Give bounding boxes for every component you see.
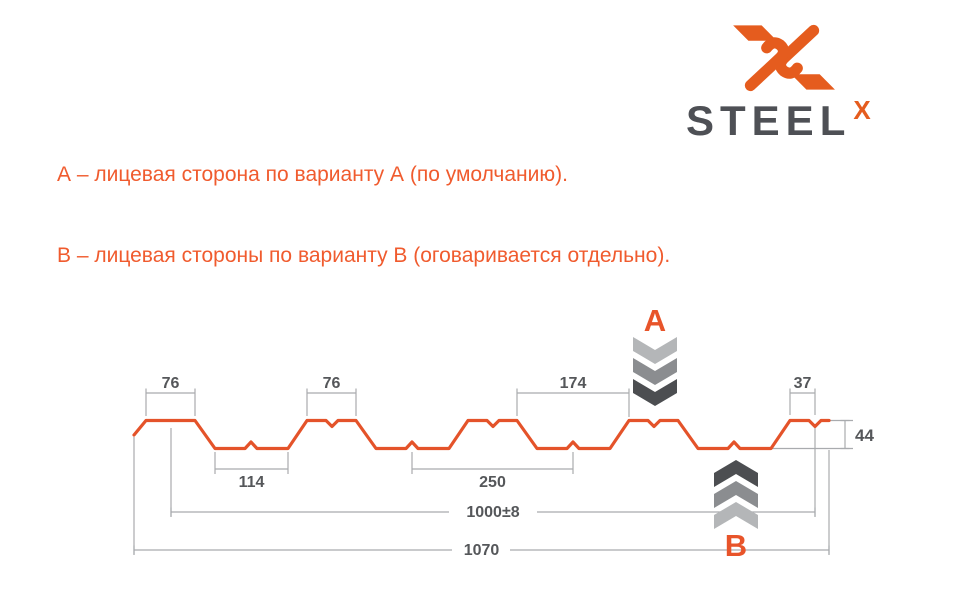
dim-covering-width-1000: 1000±8 bbox=[170, 424, 816, 522]
logo-wordmark: STEELX bbox=[686, 95, 871, 144]
logo-brand: STEEL bbox=[686, 97, 852, 144]
chevron-down-icon bbox=[633, 379, 677, 406]
marker-a: A bbox=[633, 303, 677, 406]
dim-height-44: 44 bbox=[771, 419, 874, 450]
dim-crest1-76: 76 bbox=[145, 375, 196, 416]
logo-hook-lower bbox=[744, 37, 790, 92]
chevron-up-icon bbox=[714, 460, 758, 487]
marker-b: B bbox=[714, 460, 758, 563]
dim-label-174: 174 bbox=[560, 375, 587, 392]
logo-arm-bottom-right bbox=[791, 74, 835, 90]
dim-label-1000: 1000±8 bbox=[466, 504, 519, 521]
dim-label-44: 44 bbox=[855, 426, 874, 445]
marker-b-letter: B bbox=[725, 528, 747, 563]
marker-a-letter: A bbox=[644, 303, 666, 338]
dim-overall-width-1070: 1070 bbox=[133, 437, 830, 560]
sheet-profile-outline bbox=[132, 418, 831, 451]
dim-label-114: 114 bbox=[239, 474, 265, 491]
note-variant-a: А – лицевая сторона по варианту А (по ум… bbox=[57, 163, 568, 186]
dim-crest-gap-174: 174 bbox=[516, 375, 630, 417]
logo-arm-top-left bbox=[733, 25, 777, 41]
dim-label-37: 37 bbox=[794, 375, 812, 392]
dim-label-250: 250 bbox=[479, 474, 506, 491]
dim-label-1070: 1070 bbox=[464, 542, 500, 559]
logo-superscript-x: X bbox=[853, 95, 871, 125]
chevron-up-icon bbox=[714, 502, 758, 529]
steelx-logo-icon bbox=[733, 24, 835, 92]
dim-end-crest-37: 37 bbox=[789, 375, 816, 415]
dim-valley-114: 114 bbox=[214, 452, 289, 491]
note-variant-b: В – лицевая стороны по варианту В (огова… bbox=[57, 244, 671, 267]
dim-crest2-76: 76 bbox=[306, 375, 357, 416]
dim-rib-pitch-250: 250 bbox=[411, 452, 574, 491]
dim-label-76-2: 76 bbox=[323, 375, 341, 392]
chevron-down-icon bbox=[633, 358, 677, 385]
chevron-up-icon bbox=[714, 481, 758, 508]
dim-label-76-1: 76 bbox=[162, 375, 180, 392]
chevron-down-icon bbox=[633, 337, 677, 364]
